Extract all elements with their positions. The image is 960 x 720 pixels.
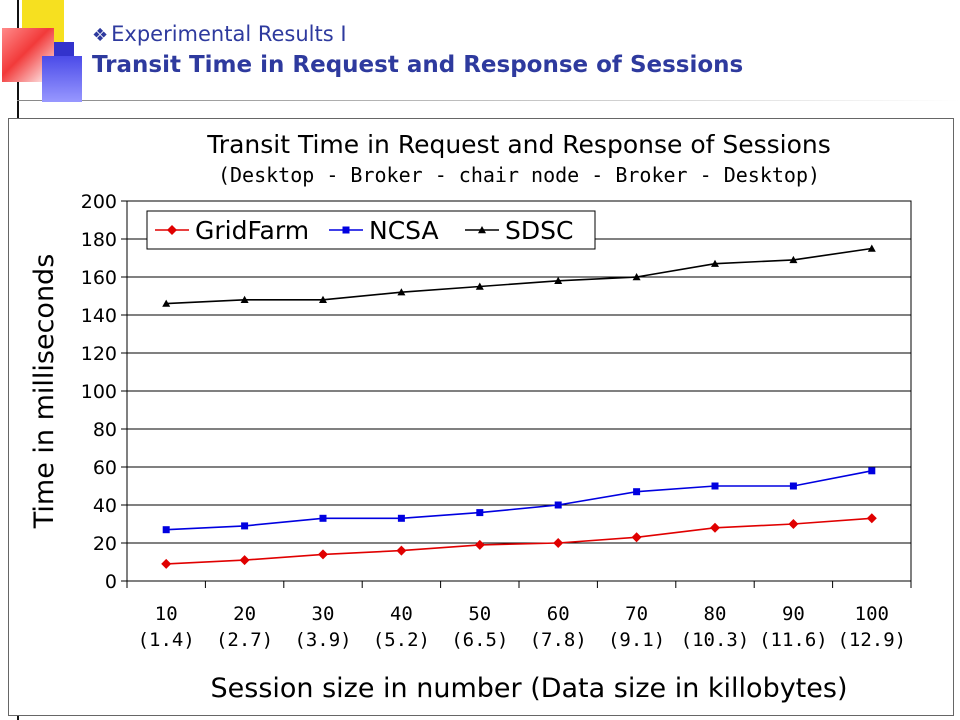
plot-area: 0 20 40 60 80 100 120 140 160 180 200 10 (1.4) 20 (2.7… bbox=[81, 191, 912, 651]
sdsc-series-line bbox=[166, 247, 872, 305]
gridfarm-data-point bbox=[239, 555, 250, 566]
decorative-horizontal-line bbox=[17, 100, 960, 101]
line-chart: Transit Time in Request and Response of … bbox=[29, 130, 912, 704]
x-tick-sublabel: (9.1) bbox=[608, 629, 665, 651]
x-tick-label: 10 bbox=[155, 603, 178, 625]
sdsc-legend-marker-icon bbox=[478, 226, 486, 234]
decorative-blue-square bbox=[42, 56, 82, 102]
sdsc-data-point bbox=[397, 288, 406, 296]
gridfarm-data-point bbox=[553, 538, 564, 548]
sdsc-data-point bbox=[867, 244, 876, 252]
y-tick-label: 20 bbox=[93, 533, 117, 555]
x-axis-label: Session size in number (Data size in kil… bbox=[211, 673, 848, 704]
chart-title: Transit Time in Request and Response of … bbox=[206, 130, 831, 159]
ncsa-legend-label: NCSA bbox=[369, 216, 439, 245]
gridfarm-legend-marker-icon bbox=[167, 225, 177, 235]
diamond-bullet-icon: ❖ bbox=[92, 25, 109, 46]
x-tick-label: 70 bbox=[625, 603, 648, 625]
x-tick-label: 30 bbox=[312, 603, 335, 625]
gridfarm-data-point bbox=[788, 519, 799, 529]
y-tick-label: 140 bbox=[81, 305, 117, 327]
x-tick-sublabel: (2.7) bbox=[216, 629, 273, 651]
y-tick-label: 80 bbox=[93, 419, 117, 441]
y-tick-label: 120 bbox=[81, 343, 117, 365]
legend: GridFarm NCSA SDSC bbox=[146, 210, 596, 250]
gridfarm-data-point bbox=[474, 539, 485, 550]
x-tick-sublabel: (7.8) bbox=[530, 629, 587, 651]
gridfarm-legend-label: GridFarm bbox=[195, 216, 309, 245]
sdsc-data-point bbox=[789, 255, 798, 264]
x-tick-label: 100 bbox=[855, 603, 889, 625]
slide-title: Transit Time in Request and Response of … bbox=[92, 52, 744, 78]
gridfarm-data-point bbox=[161, 558, 172, 569]
x-tick-label: 50 bbox=[468, 603, 491, 625]
ncsa-data-point bbox=[397, 514, 405, 522]
y-tick-label: 200 bbox=[81, 191, 117, 213]
x-tick-label: 60 bbox=[547, 603, 570, 625]
gridfarm-data-point bbox=[631, 532, 642, 543]
sdsc-data-point bbox=[711, 259, 719, 267]
y-axis-label: Time in milliseconds bbox=[29, 254, 60, 530]
ncsa-data-point bbox=[789, 482, 797, 490]
x-tick-sublabel: (11.6) bbox=[759, 629, 828, 651]
y-tick-label: 180 bbox=[81, 229, 117, 251]
slide-heading: ❖ Experimental Results I Transit Time in … bbox=[92, 20, 743, 80]
y-tick-label: 100 bbox=[81, 381, 117, 403]
decorative-dark-blue-square bbox=[54, 42, 74, 56]
ncsa-data-point bbox=[241, 522, 249, 530]
y-tick-label: 160 bbox=[81, 267, 117, 289]
sdsc-data-point bbox=[162, 299, 171, 307]
gridfarm-data-point bbox=[710, 522, 720, 533]
x-tick-sublabel: (6.5) bbox=[451, 629, 508, 651]
sdsc-data-point bbox=[319, 295, 327, 303]
gridfarm-series-line bbox=[166, 517, 872, 565]
ncsa-data-point bbox=[633, 488, 641, 496]
x-tick-label: 20 bbox=[233, 603, 256, 625]
x-tick-sublabel: (1.4) bbox=[138, 629, 195, 651]
y-tick-label: 40 bbox=[93, 495, 117, 517]
sdsc-data-point bbox=[240, 295, 249, 303]
slide-subtitle: Experimental Results I bbox=[111, 22, 347, 46]
ncsa-data-point bbox=[162, 526, 170, 534]
slide-subtitle-row: ❖ Experimental Results I bbox=[92, 20, 743, 50]
ncsa-legend-marker-icon bbox=[342, 226, 350, 234]
x-tick-label: 90 bbox=[782, 603, 805, 625]
legend-box bbox=[146, 210, 596, 250]
chart-subtitle: (Desktop - Broker - chair node - Broker … bbox=[218, 163, 820, 187]
ncsa-data-point bbox=[868, 467, 876, 475]
x-tick-sublabel: (3.9) bbox=[294, 629, 351, 651]
ncsa-data-point bbox=[319, 514, 327, 522]
ncsa-data-point bbox=[476, 509, 484, 517]
ncsa-data-point bbox=[554, 501, 562, 509]
y-tick-label: 60 bbox=[93, 457, 117, 479]
x-tick-sublabel: (12.9) bbox=[837, 629, 906, 651]
sdsc-data-point bbox=[475, 282, 484, 290]
gridfarm-data-point bbox=[318, 549, 328, 560]
x-tick-label: 40 bbox=[390, 603, 413, 625]
sdsc-data-point bbox=[554, 276, 563, 284]
gridfarm-data-point bbox=[396, 545, 407, 556]
x-tick-sublabel: (5.2) bbox=[373, 629, 430, 651]
gridfarm-data-point bbox=[866, 513, 877, 524]
sdsc-legend-label: SDSC bbox=[505, 216, 573, 245]
ncsa-data-point bbox=[711, 482, 719, 490]
x-tick-label: 80 bbox=[704, 603, 727, 625]
sdsc-data-point bbox=[632, 273, 641, 281]
chart-frame: Transit Time in Request and Response of … bbox=[8, 118, 954, 716]
y-tick-label: 0 bbox=[105, 571, 117, 593]
ncsa-series-line bbox=[166, 470, 872, 531]
x-tick-sublabel: (10.3) bbox=[681, 629, 750, 651]
